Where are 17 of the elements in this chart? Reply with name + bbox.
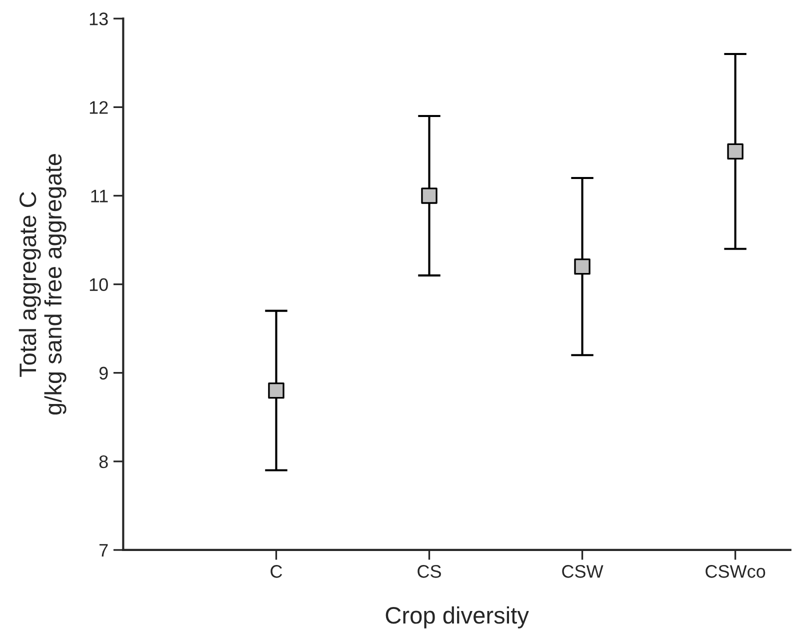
y-tick-label: 11 — [91, 190, 108, 202]
point — [421, 188, 438, 204]
y-tick-label: 10 — [90, 278, 108, 292]
y-tick-label: 12 — [90, 101, 108, 114]
y-tick-label: 13 — [90, 12, 108, 26]
y-axis-title: Total aggregate C g/kg sand free aggregate — [18, 154, 66, 415]
point — [268, 382, 284, 399]
x-tick-label: C — [270, 565, 282, 578]
x-axis-title: Crop diversity — [386, 606, 529, 628]
y-tick-label: 8 — [99, 455, 108, 468]
x-tick-label: CS — [418, 565, 441, 578]
x-tick-label: CSWco — [706, 565, 766, 578]
y-tick-label: 7 — [100, 544, 108, 557]
y-tick-label: 9 — [99, 366, 108, 380]
point — [727, 143, 744, 160]
x-tick-label: CSW — [562, 565, 604, 578]
point — [574, 258, 590, 275]
